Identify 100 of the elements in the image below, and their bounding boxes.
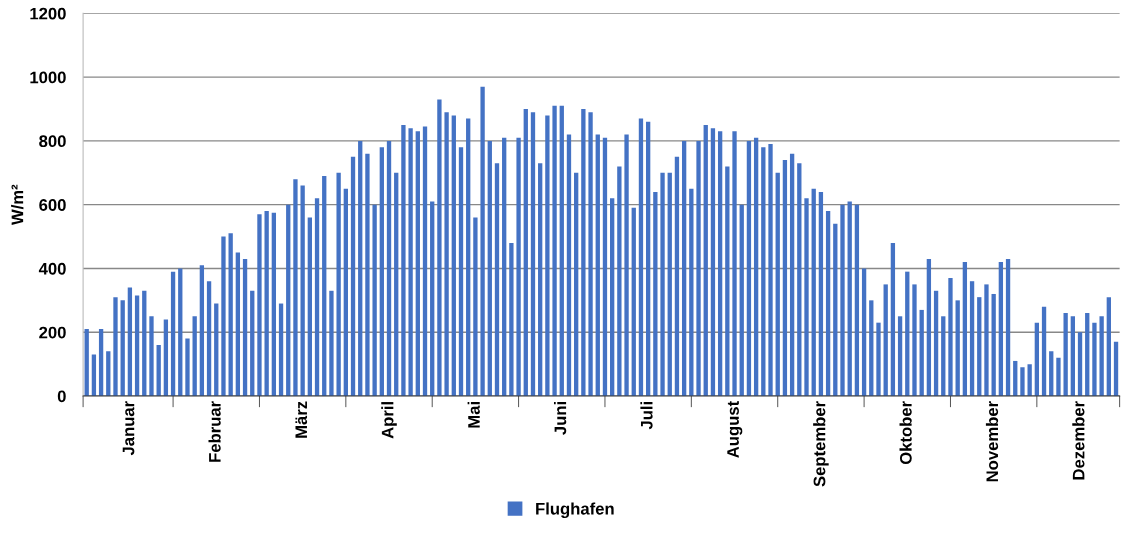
bar (861, 268, 867, 397)
bar (847, 201, 852, 397)
y-tick-label: 200 (39, 326, 66, 339)
bar (948, 278, 953, 397)
bar (581, 109, 586, 397)
bar (502, 137, 507, 397)
bar (178, 268, 183, 397)
bar (293, 179, 298, 397)
bar (919, 309, 924, 397)
bar (257, 214, 262, 397)
bar (811, 188, 816, 397)
bar (271, 212, 277, 397)
bar (933, 290, 939, 397)
y-tick-label: 800 (39, 135, 66, 148)
bar (717, 131, 723, 397)
bar (1085, 313, 1090, 397)
bar (480, 86, 485, 397)
bar (379, 147, 384, 397)
bar (415, 131, 420, 397)
bar (739, 204, 744, 397)
bar (710, 128, 716, 397)
bar (775, 172, 780, 397)
bar (638, 118, 644, 397)
bar (667, 172, 672, 397)
x-tick-label: August (727, 401, 743, 458)
bar (1063, 313, 1068, 397)
bar (300, 185, 305, 397)
bar (214, 303, 219, 397)
x-tick-label: November (985, 401, 999, 482)
bar (782, 160, 788, 397)
bar (516, 137, 521, 397)
bar (624, 134, 629, 397)
y-tick-label: 600 (39, 199, 66, 211)
bar (962, 262, 968, 397)
bar (451, 115, 456, 397)
bar (84, 329, 89, 397)
bar (991, 293, 996, 397)
bar (185, 338, 190, 397)
bar (1106, 297, 1111, 397)
x-tick-label: Mai (467, 402, 480, 428)
bar (113, 297, 118, 397)
x-tick-label: April (381, 402, 397, 439)
bar (235, 252, 241, 397)
bar (588, 112, 593, 397)
bar (307, 217, 312, 397)
bar (509, 242, 514, 397)
bar (631, 207, 636, 397)
bar (753, 137, 759, 397)
x-tick-label: Oktober (899, 401, 912, 465)
y-tick-label: 1200 (30, 7, 66, 20)
bar (1041, 306, 1047, 397)
bar (559, 105, 564, 397)
bar (797, 163, 802, 397)
bar (977, 297, 982, 397)
bar (660, 172, 665, 397)
bar (106, 351, 111, 397)
bar (314, 198, 320, 397)
bar (804, 198, 809, 397)
bar (689, 188, 694, 397)
bar (674, 156, 680, 397)
y-tick-label: 400 (38, 262, 66, 275)
bar (602, 137, 608, 397)
bar (969, 281, 975, 397)
x-tick-label: Dezember (1072, 401, 1085, 480)
bar (926, 258, 932, 397)
bar (1049, 351, 1054, 397)
bar (984, 284, 989, 397)
x-tick-label: Februar (208, 401, 221, 462)
bar (941, 316, 946, 397)
bar (163, 319, 169, 397)
bar (336, 172, 341, 397)
bar (350, 156, 356, 397)
bar (1070, 316, 1075, 397)
x-tick-label: September (813, 401, 829, 487)
bar (329, 290, 334, 397)
bar (394, 172, 399, 397)
bar (955, 300, 960, 397)
bar (401, 124, 406, 397)
bar (1092, 322, 1097, 397)
x-tick-label: Juli (640, 402, 653, 430)
bar (905, 271, 910, 397)
x-tick-label: Januar (122, 401, 135, 456)
bar (840, 204, 845, 397)
bar (854, 204, 860, 397)
bar (998, 262, 1004, 397)
bar (322, 175, 327, 397)
bar (487, 140, 492, 397)
bar (1099, 316, 1104, 397)
bar (746, 140, 752, 397)
bar (552, 105, 557, 397)
bar (681, 140, 687, 397)
bar (134, 295, 140, 397)
bar (264, 211, 269, 397)
bar (725, 166, 730, 397)
bar (127, 287, 133, 397)
y-tick-label: 0 (57, 390, 66, 403)
bar (876, 322, 881, 397)
bar (530, 112, 536, 397)
bar (473, 217, 478, 397)
bar (422, 126, 428, 397)
